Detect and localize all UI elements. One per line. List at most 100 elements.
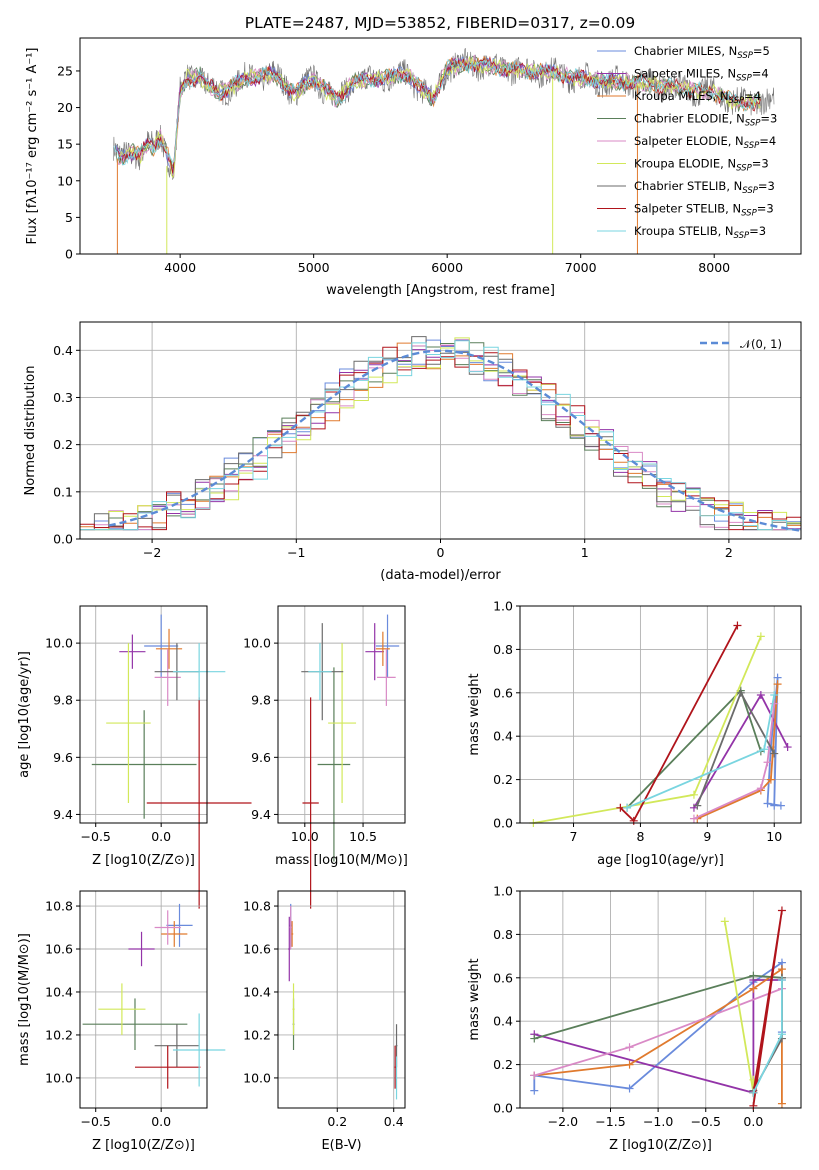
legend-entry-chabrier-miles: Chabrier MILES, NSSP=5 — [634, 44, 770, 61]
y-tick-label: 0.1 — [53, 484, 73, 499]
y-tick-label: 15 — [57, 137, 73, 152]
legend-value: =3 — [752, 157, 769, 171]
weight-marker-chabrier-miles — [763, 799, 772, 808]
y-tick-label: 0.8 — [493, 927, 513, 942]
x-tick-label: 7 — [570, 829, 578, 844]
weight-marker-kroupa-stelib — [749, 1088, 758, 1097]
y-tick-label: 10.8 — [45, 899, 73, 914]
legend-value: =5 — [753, 44, 770, 58]
x-axis-label: Z [log10(Z/Z⊙)] — [609, 1138, 712, 1153]
x-tick-label: −0.5 — [81, 829, 111, 844]
legend-subscript: SSP — [742, 186, 758, 196]
y-tick-label: 10.4 — [45, 984, 73, 999]
weight-marker-salpeter-elodie — [756, 784, 765, 793]
spectrum-line-kroupa-stelib — [113, 58, 761, 166]
legend-subscript: SSP — [741, 209, 757, 219]
legend-entry-kroupa-miles: Kroupa MILES, NSSP=4 — [634, 89, 761, 106]
weight-marker-kroupa-elodie — [689, 790, 698, 799]
legend-subscript: SSP — [737, 51, 753, 61]
x-tick-label: −1.5 — [595, 1114, 625, 1129]
legend-label: Chabrier ELODIE, N — [634, 112, 745, 126]
metallicity-mass-panel: −0.5 0.0 10.0 10.2 10.4 10.6 10.8 Z [log10(Z/Z⊙… — [17, 890, 226, 1153]
weight-marker-kroupa-elodie — [720, 917, 729, 926]
y-tick-label: 0.2 — [493, 772, 513, 787]
x-tick-label: 4000 — [164, 260, 196, 275]
weight-marker-salpeter-elodie — [625, 1043, 634, 1052]
weight-marker-chabrier-stelib — [736, 688, 745, 697]
y-axis-label: Normed distribution — [23, 366, 38, 496]
weight-marker-kroupa-miles — [777, 965, 786, 974]
y-tick-label: 0.6 — [493, 685, 513, 700]
y-tick-label: 0.0 — [53, 532, 73, 547]
legend-value: =4 — [752, 67, 769, 81]
legend-entry-normal: 𝒩(0, 1) — [740, 337, 782, 351]
y-axis-label: mass weight — [467, 958, 482, 1040]
weight-marker-kroupa-stelib — [623, 803, 632, 812]
axes-frame — [79, 37, 802, 255]
weight-marker-salpeter-stelib — [616, 803, 625, 812]
legend-entry-kroupa-elodie: Kroupa ELODIE, NSSP=3 — [634, 157, 769, 174]
spectrum-panel: 4000 5000 6000 7000 8000 0 5 10 15 20 25 wavelength… — [25, 37, 802, 298]
x-tick-label: 8 — [636, 829, 644, 844]
weight-marker-salpeter-elodie — [763, 758, 772, 767]
weight-marker-kroupa-miles — [773, 680, 782, 689]
axes-frame — [79, 890, 208, 1109]
y-tick-label: 10.6 — [45, 942, 73, 957]
weight-marker-kroupa-elodie — [756, 632, 765, 641]
weight-marker-chabrier-stelib — [770, 749, 779, 758]
x-tick-label: 10.5 — [349, 829, 377, 844]
legend-subscript: SSP — [729, 96, 745, 106]
weight-marker-kroupa-stelib — [777, 975, 786, 984]
axes-frame — [79, 605, 208, 824]
x-tick-label: 0.0 — [151, 1114, 171, 1129]
y-tick-label: 0.6 — [493, 970, 513, 985]
x-tick-label: −0.5 — [81, 1114, 111, 1129]
legend-label: Salpeter MILES, N — [634, 67, 736, 81]
y-axis-label: age [log10(age/yr)] — [17, 651, 32, 778]
weight-marker-salpeter-stelib — [733, 621, 742, 630]
axes-frame — [519, 890, 802, 1109]
legend-label: Kroupa ELODIE, N — [634, 157, 736, 171]
y-axis-label: mass weight — [467, 673, 482, 755]
weight-marker-chabrier-miles — [625, 1084, 634, 1093]
legend-subscript: SSP — [734, 231, 750, 241]
x-axis-label: wavelength [Angstrom, rest frame] — [326, 283, 555, 298]
weight-marker-kroupa-miles — [625, 1060, 634, 1069]
weight-line-kroupa-miles — [696, 684, 779, 820]
y-tick-label: 10 — [57, 173, 73, 188]
legend-subscript: SSP — [736, 74, 752, 84]
weight-marker-chabrier-stelib — [693, 801, 702, 810]
weight-marker-salpeter-elodie — [530, 1071, 539, 1080]
weight-marker-chabrier-miles — [776, 801, 785, 810]
x-tick-label: 1 — [581, 545, 589, 560]
x-axis-label: E(B-V) — [321, 1138, 361, 1153]
x-tick-label: 7000 — [565, 260, 597, 275]
ebv-mass-panel: 0.2 0.4 10.0 10.2 10.4 10.6 10.8 E(B-V) — [243, 890, 406, 1153]
legend-value: =4 — [759, 134, 776, 148]
weight-marker-kroupa-miles — [766, 775, 775, 784]
y-tick-label: 0.2 — [493, 1057, 513, 1072]
x-tick-label: 10.0 — [291, 829, 319, 844]
weight-marker-kroupa-stelib — [770, 690, 779, 699]
weight-marker-salpeter-elodie — [770, 699, 779, 708]
weight-line-salpeter-miles — [534, 979, 782, 1094]
y-tick-label: 9.6 — [53, 750, 73, 765]
y-tick-label: 9.4 — [53, 807, 73, 822]
weight-marker-kroupa-miles — [749, 984, 758, 993]
weight-marker-kroupa-stelib — [777, 1030, 786, 1039]
weight-marker-chabrier-miles — [530, 1086, 539, 1095]
weight-marker-kroupa-miles — [777, 1099, 786, 1108]
y-tick-label: 0.0 — [493, 816, 513, 831]
y-tick-label: 9.4 — [251, 807, 271, 822]
axes-frame — [519, 605, 802, 824]
x-axis-label: Z [log10(Z/Z⊙)] — [92, 853, 195, 868]
y-tick-label: 10.6 — [243, 942, 271, 957]
y-tick-label: 10.8 — [243, 899, 271, 914]
weight-line-salpeter-elodie — [693, 703, 776, 820]
legend-subscript: SSP — [745, 119, 761, 129]
metallicity-age-panel: −0.5 0.0 9.4 9.6 9.8 10.0 Z [log10(Z/Z⊙)] age [… — [17, 605, 252, 909]
y-tick-label: 10.2 — [243, 1027, 271, 1042]
x-tick-label: 0.0 — [743, 1114, 763, 1129]
legend-value: =3 — [749, 224, 766, 238]
